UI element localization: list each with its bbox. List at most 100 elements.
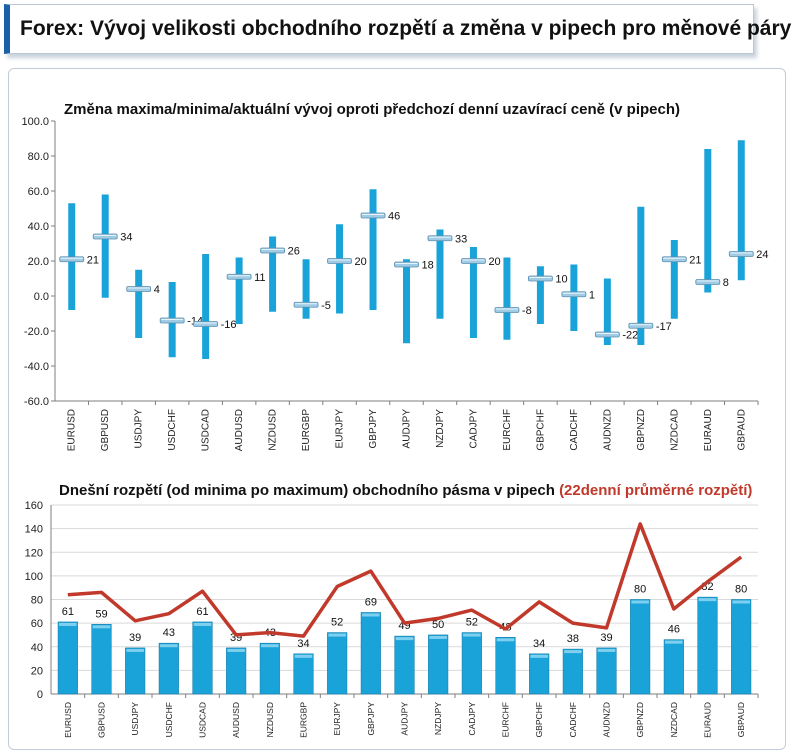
current-value-label: -8 xyxy=(522,305,532,317)
range-bar xyxy=(428,634,449,695)
x-category-label: CADJPY xyxy=(467,702,477,736)
x-category-label: EURUSD xyxy=(67,409,78,451)
range-bar xyxy=(235,257,243,324)
current-value-label: 34 xyxy=(120,232,132,244)
bar-value-label: 61 xyxy=(62,606,74,618)
x-category-label: NZDUSD xyxy=(265,702,275,737)
current-value-label: -22 xyxy=(622,330,638,342)
x-category-label: AUDUSD xyxy=(231,702,241,738)
y-tick-label: -60.0 xyxy=(24,396,49,408)
range-bar xyxy=(562,648,583,695)
y-tick-label: 100.0 xyxy=(21,116,49,128)
range-bar xyxy=(360,612,381,695)
x-category-label: GBPAUD xyxy=(736,702,746,737)
bar-value-label: 34 xyxy=(533,638,545,650)
range-bar-highlight xyxy=(193,622,212,626)
x-category-label: AUDJPY xyxy=(402,409,413,449)
range-bar xyxy=(57,621,78,695)
current-value-label: 21 xyxy=(87,254,99,266)
range-bar xyxy=(394,635,415,695)
bar-value-label: 39 xyxy=(600,632,612,644)
x-category-label: AUDNZD xyxy=(602,702,612,737)
y-tick-label: 20.0 xyxy=(28,256,49,268)
y-tick-label: 80.0 xyxy=(28,151,49,163)
bar-value-label: 80 xyxy=(634,584,646,596)
x-category-label: EURJPY xyxy=(332,702,342,736)
bar-value-label: 39 xyxy=(129,632,141,644)
x-category-label: GBPJPY xyxy=(368,409,379,449)
range-bar xyxy=(226,647,247,695)
range-bar xyxy=(670,240,678,319)
range-bar-highlight xyxy=(362,613,380,617)
range-bar xyxy=(630,599,651,695)
x-category-label: GBPJPY xyxy=(366,702,376,736)
y-tick-label: 160 xyxy=(25,500,43,512)
range-bar xyxy=(269,236,277,312)
range-bar-highlight xyxy=(261,644,279,648)
current-value-label: 1 xyxy=(589,289,595,301)
bar-value-label: 52 xyxy=(331,617,343,629)
current-value-label: -16 xyxy=(221,319,237,331)
current-value-label: 11 xyxy=(254,272,265,284)
range-bar-highlight xyxy=(59,622,77,626)
bar-value-label: 38 xyxy=(567,633,579,645)
chart-title-main: Dnešní rozpětí (od minima po maximum) ob… xyxy=(59,482,559,499)
range-bar-highlight xyxy=(496,638,515,642)
x-category-label: EURCHF xyxy=(501,702,511,737)
range-bar xyxy=(570,264,578,331)
chart-title: Dnešní rozpětí (od minima po maximum) ob… xyxy=(59,482,752,499)
x-category-label: GBPAUD xyxy=(736,409,747,451)
current-value-label: 20 xyxy=(355,256,367,268)
x-category-label: USDCAD xyxy=(201,409,212,451)
x-category-label: NZDCAD xyxy=(669,409,680,451)
x-category-label: NZDJPY xyxy=(435,409,446,448)
range-bar xyxy=(135,269,143,338)
x-category-label: CADJPY xyxy=(468,409,479,449)
range-bar xyxy=(663,639,684,695)
x-category-label: GBPUSD xyxy=(97,702,107,738)
current-value-label: 10 xyxy=(555,274,567,286)
range-bar xyxy=(495,636,516,695)
bar-value-label: 61 xyxy=(196,606,208,618)
y-tick-label: 100 xyxy=(25,571,43,583)
range-bar-highlight xyxy=(429,635,447,639)
range-bar-highlight xyxy=(294,654,313,658)
bar-value-label: 80 xyxy=(735,584,747,596)
range-bar xyxy=(469,247,477,338)
range-bar xyxy=(461,632,482,695)
current-value-label: 8 xyxy=(723,277,729,289)
bar-value-label: 34 xyxy=(297,638,309,650)
x-category-label: GBPCHF xyxy=(534,702,544,737)
current-value-label: 21 xyxy=(689,254,701,266)
range-bar-highlight xyxy=(530,654,548,658)
range-bar-highlight xyxy=(126,648,144,652)
range-bar xyxy=(596,647,617,695)
y-tick-label: 40.0 xyxy=(28,221,49,233)
range-bar-highlight xyxy=(160,644,178,648)
range-bar-highlight xyxy=(395,637,414,641)
range-bar xyxy=(403,259,410,344)
range-bar xyxy=(536,266,544,324)
current-value-label: -5 xyxy=(321,300,331,312)
x-category-label: EURGBP xyxy=(301,409,312,452)
x-category-label: EURJPY xyxy=(335,409,346,449)
x-category-label: USDJPY xyxy=(130,702,140,736)
x-category-label: EURGBP xyxy=(299,702,309,738)
range-bar-highlight xyxy=(732,600,750,604)
bar-value-label: 50 xyxy=(432,619,444,631)
x-category-label: USDCHF xyxy=(164,702,174,737)
current-value-label: 33 xyxy=(455,233,467,245)
range-bar xyxy=(101,194,109,298)
x-category-label: GBPNZD xyxy=(636,409,647,451)
range-bar xyxy=(293,653,314,695)
range-bar xyxy=(704,149,712,293)
x-category-label: NZDCAD xyxy=(669,702,679,737)
x-category-label: AUDJPY xyxy=(400,702,410,736)
bar-value-label: 69 xyxy=(365,596,377,608)
range-bar xyxy=(697,596,718,695)
chart-title-highlight: (22denní průměrné rozpětí) xyxy=(559,482,752,499)
range-bar xyxy=(91,624,112,695)
x-category-label: USDJPY xyxy=(134,409,145,449)
